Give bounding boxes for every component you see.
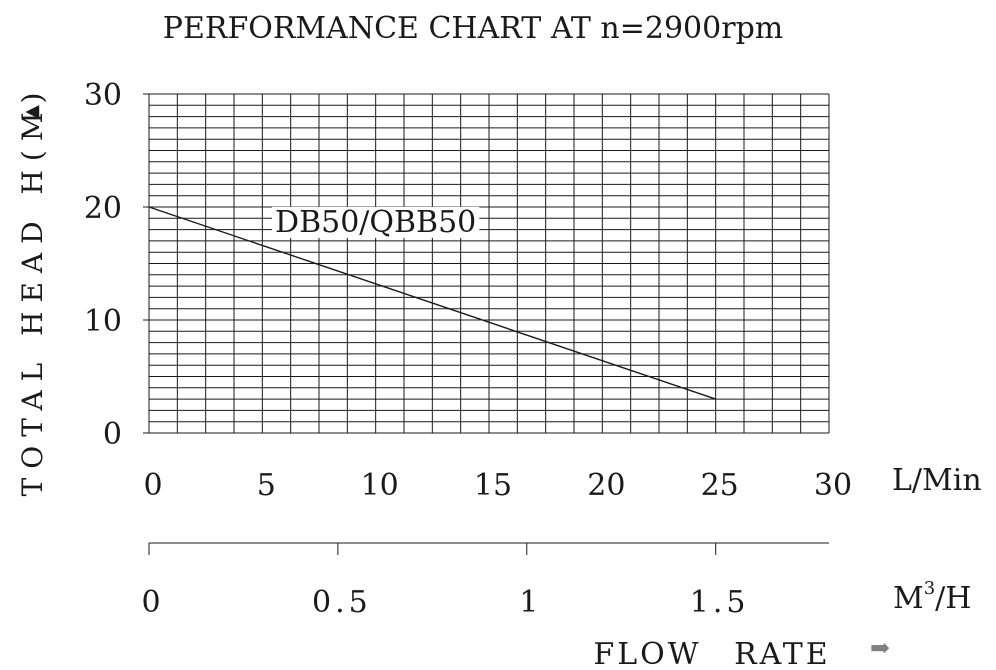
- x-axis-label: FLOW RATE: [593, 637, 830, 670]
- y-axis-arrow-icon: ▲: [21, 105, 42, 119]
- x-tick-label: 20: [587, 468, 625, 503]
- y-axis-label-group: TOTAL HEAD H(M): [16, 84, 49, 497]
- grid: [143, 93, 830, 434]
- x-tick-labels: 0 5 10 15 20 25 30: [143, 468, 852, 503]
- x2-unit-tail: /H: [935, 581, 971, 616]
- series-line: [148, 206, 716, 400]
- secondary-x-axis: 0 0.5 1 1.5: [141, 542, 829, 620]
- series-annotation: DB50/QBB50: [275, 205, 476, 240]
- x2-tick-label: 0.5: [312, 585, 372, 620]
- x-tick-label: 0: [143, 468, 162, 503]
- annotation-background: [272, 206, 480, 238]
- x2-tick-label: 1: [519, 585, 542, 620]
- x2-tick-label: 1.5: [690, 585, 750, 620]
- y-tick-label: 10: [84, 304, 122, 339]
- y-axis-arrow-group: ▲: [21, 105, 42, 119]
- x2-unit-label: M3/H: [893, 578, 971, 616]
- plot-area: [148, 206, 716, 400]
- x-tick-label: 25: [701, 468, 739, 503]
- x-tick-label: 15: [474, 468, 512, 503]
- annotations: DB50/QBB50: [272, 205, 480, 240]
- y-tick-label: 20: [84, 191, 122, 226]
- y-tick-labels: 0 10 20 30: [84, 78, 122, 452]
- x2-unit-sup: 3: [924, 578, 935, 599]
- x-tick-label: 10: [361, 468, 399, 503]
- y-tick-label: 0: [103, 417, 122, 452]
- x-tick-label: 30: [814, 468, 852, 503]
- x-tick-label: 5: [257, 468, 276, 503]
- y-tick-label: 30: [84, 78, 122, 113]
- x-axis-arrow-icon: ➡: [870, 634, 890, 662]
- x2-tick-label: 0: [141, 585, 164, 620]
- y-axis-label: TOTAL HEAD H(M): [16, 84, 49, 497]
- chart-title: PERFORMANCE CHART AT n=2900rpm: [163, 11, 783, 46]
- x2-unit-base: M: [893, 581, 924, 616]
- x-unit-label: L/Min: [892, 463, 982, 498]
